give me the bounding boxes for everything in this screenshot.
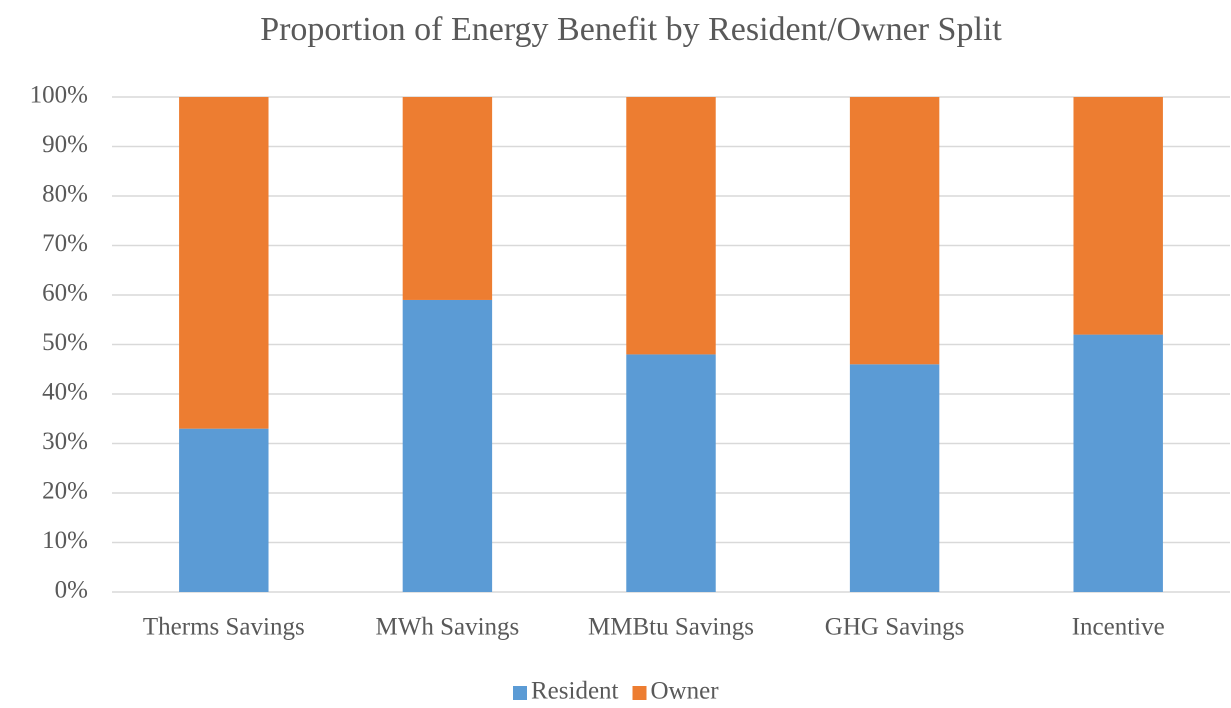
chart-title: Proportion of Energy Benefit by Resident… — [260, 11, 1002, 48]
x-tick-label: MWh Savings — [376, 614, 520, 641]
legend-swatch — [513, 686, 527, 700]
y-tick-label: 90% — [42, 131, 88, 158]
y-tick-label: 70% — [42, 230, 88, 257]
bar — [626, 97, 716, 355]
x-tick-label: Incentive — [1072, 614, 1165, 641]
bar — [1073, 334, 1163, 592]
y-tick-label: 80% — [42, 181, 88, 208]
x-tick-label: Therms Savings — [143, 614, 305, 641]
legend-label: Owner — [651, 678, 720, 705]
x-tick-label: MMBtu Savings — [588, 614, 754, 641]
y-tick-label: 10% — [42, 527, 88, 554]
legend-label: Resident — [531, 678, 619, 705]
y-tick-label: 20% — [42, 478, 88, 505]
bar — [849, 364, 940, 592]
y-tick-label: 100% — [30, 82, 88, 109]
bar — [626, 354, 716, 592]
y-tick-label: 0% — [55, 577, 88, 604]
x-tick-label: GHG Savings — [825, 614, 965, 641]
bar — [402, 97, 493, 300]
bar — [179, 428, 269, 592]
bar — [849, 97, 940, 365]
legend-swatch — [632, 686, 647, 700]
y-tick-label: 40% — [42, 379, 88, 406]
bar — [1073, 97, 1163, 335]
bar — [179, 97, 269, 429]
y-tick-label: 60% — [42, 280, 88, 307]
y-tick-label: 50% — [42, 329, 88, 356]
y-tick-label: 30% — [42, 428, 88, 455]
bar — [402, 299, 493, 592]
